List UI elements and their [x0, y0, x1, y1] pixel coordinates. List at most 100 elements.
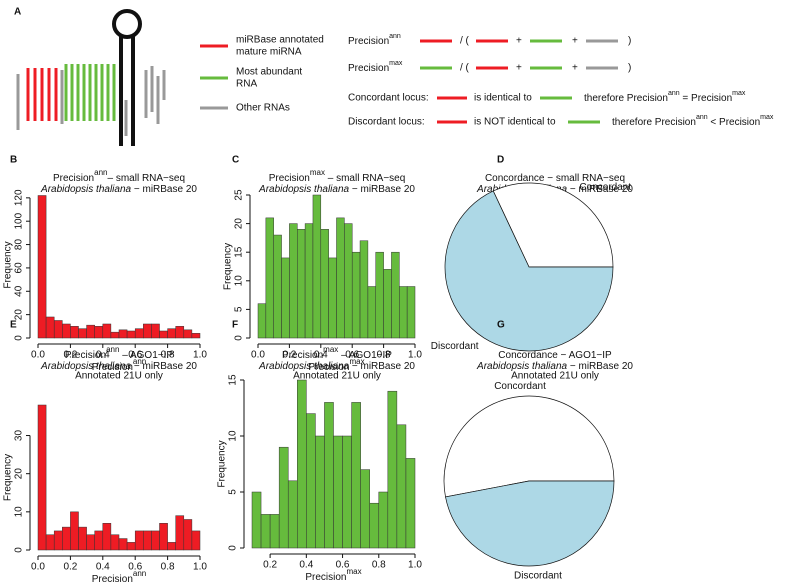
formula-text: Concordant locus:	[348, 93, 429, 104]
panel-label: F	[232, 320, 238, 331]
bar	[70, 326, 79, 339]
bar	[175, 326, 185, 339]
formula-sup: ann	[389, 33, 401, 40]
bar	[367, 286, 376, 339]
bar	[405, 458, 416, 549]
panel-label: G	[497, 320, 505, 331]
formula-sup: max	[760, 114, 774, 121]
y-tick-label: 30	[14, 430, 25, 442]
text-part: – AGO1−IP	[338, 350, 392, 361]
bar	[134, 328, 144, 339]
bar	[278, 446, 289, 549]
formula-sup: max	[389, 60, 403, 67]
text-part: − miRBase 20	[349, 361, 415, 372]
formula-text: is identical to	[474, 93, 532, 104]
pie-slice	[492, 182, 614, 268]
x-tick-label: 0.6	[345, 350, 359, 361]
text-part: – AGO1−IP	[119, 350, 173, 361]
x-tick-label: 0.0	[251, 350, 265, 361]
bar	[260, 514, 271, 549]
bar	[333, 435, 343, 549]
x-tick-label: 0.4	[96, 562, 110, 573]
chart-title: Precisionmax – small RNA−seq	[269, 168, 406, 184]
y-tick-label: 15	[228, 374, 239, 386]
bar	[37, 404, 47, 551]
formula-text: Precisionann	[348, 33, 401, 47]
y-tick-label: 80	[14, 239, 25, 251]
legend-text: Most abundant	[236, 67, 302, 78]
x-tick-label: 0.4	[299, 560, 313, 571]
text-part: Concordance − AGO1−IP	[498, 350, 612, 361]
bar	[94, 326, 104, 339]
panel-a: A miRBase annotated mature miRNA Most ab…	[14, 7, 774, 146]
bar	[167, 328, 176, 339]
y-tick-label: 60	[14, 262, 25, 274]
bar	[351, 251, 361, 339]
text-part: Precision	[269, 173, 310, 184]
bar	[251, 491, 262, 549]
formula-text: / (	[460, 63, 470, 74]
text-part: ann	[94, 168, 107, 177]
bar	[336, 217, 345, 339]
bar	[306, 413, 316, 549]
text-part: max	[323, 345, 338, 354]
bar	[78, 328, 87, 339]
y-tick-label: 10	[234, 275, 245, 287]
bar	[281, 257, 290, 339]
bar	[297, 229, 306, 339]
y-tick-label: 20	[14, 309, 25, 321]
y-tick-label: 40	[14, 285, 25, 297]
hairpin-loop	[112, 9, 142, 39]
text-part: − miRBase 20	[131, 184, 197, 195]
formula-text: +	[572, 63, 578, 74]
text-part: Precision	[92, 574, 133, 585]
bar	[391, 251, 400, 339]
y-axis-label: Frequency	[217, 440, 228, 487]
x-axis-label: Precisionann	[92, 357, 147, 373]
y-tick-label: 10	[14, 506, 25, 518]
x-tick-label: 0.2	[63, 350, 77, 361]
bar	[45, 316, 55, 339]
y-tick-label: 10	[228, 430, 239, 442]
x-tick-label: 0.8	[377, 350, 391, 361]
text-part: Arabidopsis thaliana	[40, 361, 131, 372]
panel-label: D	[497, 155, 504, 166]
formula-text: therefore Precisionann < Precisionmax	[612, 114, 774, 128]
bar	[62, 323, 71, 339]
y-axis-label: Frequency	[223, 243, 234, 290]
slice-label: Concordant	[494, 381, 546, 392]
bar	[151, 323, 160, 339]
text-part: max	[350, 357, 365, 366]
formula-text: Discordant locus:	[348, 117, 425, 128]
x-tick-label: 0.8	[372, 560, 386, 571]
bar	[304, 223, 314, 339]
bar	[406, 286, 416, 339]
formula-sup: ann	[696, 114, 708, 121]
bar	[62, 526, 71, 551]
formula-text: / (	[460, 36, 470, 47]
text-part: Precision	[65, 350, 106, 361]
bar	[86, 534, 95, 551]
chart-title: Precisionann – AGO1−IP	[65, 345, 173, 361]
y-tick-label: 15	[234, 246, 245, 258]
text-part: − miRBase 20	[349, 184, 415, 195]
text-part: Precision	[308, 362, 349, 373]
panel-label: A	[14, 7, 21, 18]
text-part: Arabidopsis thaliana	[258, 184, 349, 195]
text-part: – small RNA−seq	[107, 173, 185, 184]
hairpin-stem	[119, 36, 135, 146]
legend-text: Other RNAs	[236, 103, 290, 114]
text-part: Concordance − small RNA−seq	[485, 173, 625, 184]
formula-text: is NOT identical to	[474, 117, 556, 128]
x-tick-label: 1.0	[408, 350, 422, 361]
y-axis-label: Frequency	[3, 241, 14, 288]
formula-text: )	[628, 63, 631, 74]
y-tick-label: 20	[234, 218, 245, 230]
bar	[70, 511, 79, 551]
slice-label: Discordant	[514, 570, 562, 581]
y-tick-label: 100	[14, 212, 25, 229]
text-part: Precision	[305, 572, 346, 583]
x-tick-label: 0.4	[96, 350, 110, 361]
x-tick-label: 0.8	[161, 562, 175, 573]
formula-sup: ann	[668, 90, 680, 97]
